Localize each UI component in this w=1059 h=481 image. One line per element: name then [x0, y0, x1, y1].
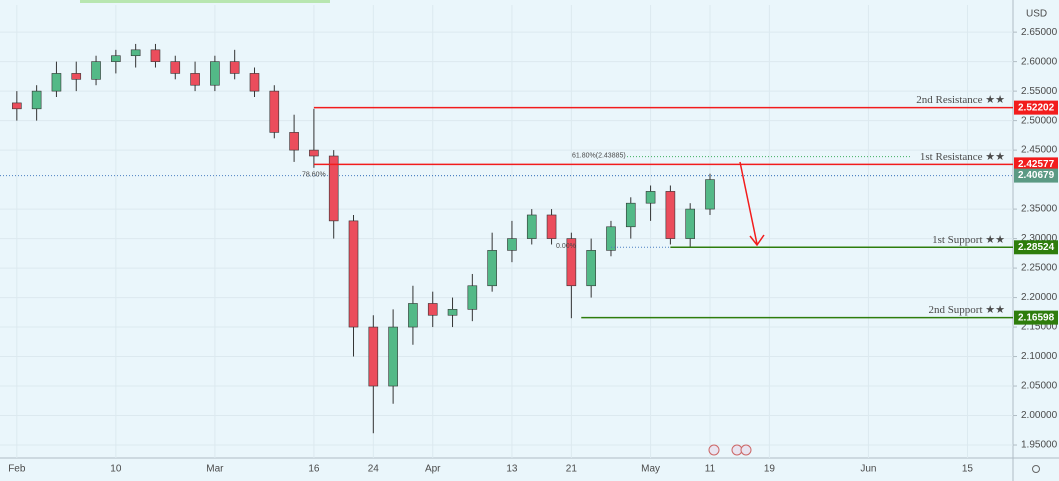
candle-body	[427, 303, 438, 316]
x-tick-label: Feb	[8, 464, 26, 475]
candle-body	[12, 102, 22, 110]
x-tick-label: 15	[962, 464, 974, 475]
event-icon	[740, 444, 752, 456]
candle-body	[586, 250, 596, 287]
candle-body	[388, 326, 398, 387]
candle-body	[606, 226, 616, 251]
y-tick-label: 2.35000	[1021, 204, 1058, 215]
x-tick-label: 13	[506, 464, 518, 475]
price-box	[1014, 157, 1058, 172]
x-tick-label: 16	[308, 464, 320, 475]
candle-body	[170, 61, 181, 74]
candle-body	[150, 49, 161, 62]
y-tick-label: 2.20000	[1021, 292, 1058, 303]
candle-body	[566, 238, 577, 287]
y-tick-label: 2.30000	[1021, 233, 1058, 244]
candle-body	[665, 191, 676, 239]
level-label: 1st Support ★★	[932, 234, 1005, 246]
event-icon	[708, 444, 720, 456]
candle-body	[249, 73, 260, 92]
y-tick-label: 2.65000	[1021, 27, 1058, 38]
x-tick-label: 19	[764, 464, 776, 475]
candle-body	[507, 238, 517, 251]
last-price-label: 2.40679	[1018, 170, 1055, 181]
last-price-box	[1014, 168, 1058, 183]
candle-body	[269, 90, 280, 133]
y-tick-label: 2.50000	[1021, 115, 1058, 126]
price-box-label: 2.42577	[1018, 159, 1055, 170]
candle-body	[546, 214, 557, 239]
price-box-label: 2.28524	[1018, 242, 1055, 253]
candle-body	[447, 309, 458, 316]
candle-body	[111, 55, 121, 62]
candle-body	[71, 73, 82, 80]
candle-body	[348, 220, 359, 328]
y-tick-label: 2.00000	[1021, 410, 1058, 421]
candle-body	[51, 73, 62, 92]
fib-label: 78.60%	[302, 171, 326, 178]
candle-body	[625, 202, 636, 228]
level-label: 2nd Support ★★	[928, 304, 1005, 316]
price-box-label: 2.52202	[1018, 102, 1055, 113]
y-tick-label: 2.10000	[1021, 351, 1058, 362]
x-tick-label: 21	[566, 464, 578, 475]
y-tick-label: 2.55000	[1021, 86, 1058, 97]
candle-body	[91, 61, 101, 80]
toolbar-strip	[80, 0, 330, 3]
candle-body	[190, 73, 200, 86]
y-tick-label: 1.95000	[1021, 440, 1058, 451]
candle-body	[645, 191, 656, 204]
y-tick-label: 2.15000	[1021, 322, 1058, 333]
candle-body	[328, 155, 339, 222]
x-tick-label: Jun	[860, 464, 876, 475]
y-tick-label: 2.05000	[1021, 381, 1058, 392]
candle-body	[289, 132, 299, 151]
fib-label: 0.00%	[556, 243, 576, 250]
candle-body	[685, 208, 695, 239]
x-tick-label: 11	[705, 464, 716, 475]
candle-body	[368, 326, 379, 387]
price-box	[1014, 240, 1058, 255]
y-tick-label: 2.45000	[1021, 145, 1058, 156]
candle-body	[705, 179, 715, 210]
settings-icon[interactable]	[1032, 465, 1040, 473]
candle-body	[487, 250, 497, 287]
x-tick-label: Mar	[206, 464, 224, 475]
candle-body	[309, 149, 319, 157]
projection-arrow	[739, 161, 765, 247]
x-tick-label: Apr	[425, 464, 441, 475]
y-tick-label: 2.60000	[1021, 56, 1058, 67]
price-box-label: 2.16598	[1018, 312, 1055, 323]
x-tick-label: 24	[368, 464, 380, 475]
x-tick-label: 10	[110, 464, 122, 475]
fib-label: 61.80%(2.43885)	[572, 153, 626, 160]
candle-body	[467, 285, 478, 310]
candle-body	[408, 303, 418, 328]
level-label: 1st Resistance ★★	[920, 151, 1005, 163]
y-tick-label: 2.25000	[1021, 263, 1058, 274]
level-label: 2nd Resistance ★★	[916, 94, 1005, 106]
candle-body	[526, 214, 537, 239]
x-tick-label: May	[641, 464, 660, 475]
price-box	[1014, 100, 1058, 115]
plot-area	[0, 5, 1013, 458]
currency-label: USD	[1026, 9, 1047, 20]
candle-body	[229, 61, 240, 74]
candle-body	[130, 49, 141, 57]
candle-body	[210, 61, 220, 86]
candle-body	[31, 90, 42, 110]
price-box	[1014, 310, 1058, 325]
